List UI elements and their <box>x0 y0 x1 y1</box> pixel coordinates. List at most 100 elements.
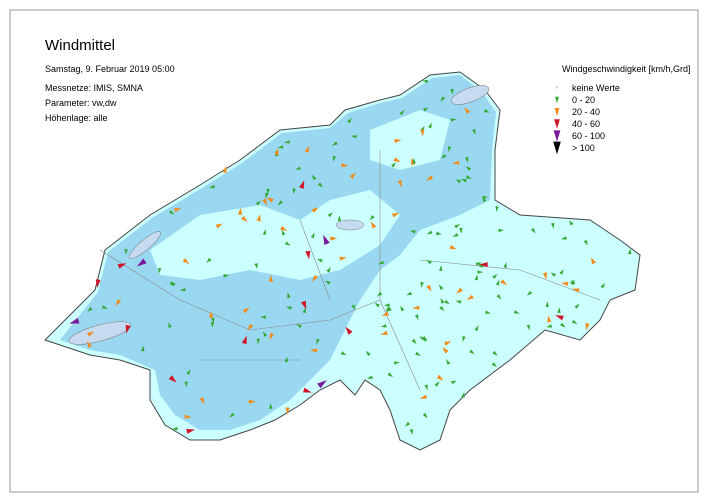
wind-arrow <box>465 175 472 179</box>
wind-arrow <box>426 259 432 265</box>
wind-arrow <box>186 369 191 375</box>
wind-arrow <box>184 381 188 388</box>
legend-symbol <box>553 141 561 155</box>
legend-title: Windgeschwindigkeit [km/h,Grd] <box>562 64 691 74</box>
wind-arrow <box>158 268 162 274</box>
wind-arrow <box>422 412 428 419</box>
wind-arrow <box>366 375 373 379</box>
wind-arrow <box>450 118 457 122</box>
lake <box>129 231 161 259</box>
wind-arrow <box>87 331 95 337</box>
wind-arrow <box>381 311 389 317</box>
wind-arrow <box>513 310 520 314</box>
wind-arrow <box>465 166 472 171</box>
wind-arrow <box>394 361 400 365</box>
wind-arrow <box>428 122 432 129</box>
wind-arrow <box>332 155 337 162</box>
wind-arrow <box>317 182 323 188</box>
wind-arrow <box>393 157 401 163</box>
wind-arrow <box>184 414 192 419</box>
wind-arrow <box>420 282 424 288</box>
wind-arrow <box>310 348 318 353</box>
wind-arrow <box>439 305 445 312</box>
wind-arrow <box>256 214 261 222</box>
wind-arrow <box>415 351 421 356</box>
wind-arrow <box>543 272 548 280</box>
wind-arrow <box>254 263 258 269</box>
wind-arrow <box>412 305 420 310</box>
wind-arrow <box>546 324 552 328</box>
wind-arrow <box>404 421 411 427</box>
legend-symbol <box>554 119 560 129</box>
wind-arrow <box>215 223 223 229</box>
wind-arrow <box>182 258 190 265</box>
wind-arrow <box>69 317 80 324</box>
wind-arrow <box>472 129 476 135</box>
wind-arrow <box>583 239 588 246</box>
wind-arrow <box>301 300 307 310</box>
wind-arrow <box>387 372 393 378</box>
wind-arrow <box>268 274 273 282</box>
legend-label: keine Werte <box>572 83 620 93</box>
wind-arrow <box>422 79 428 84</box>
meta-line: Höhenlage: alle <box>45 113 108 123</box>
wind-arrow <box>345 326 353 335</box>
wind-arrow <box>266 197 274 203</box>
wind-arrow <box>434 381 440 387</box>
wind-arrow <box>574 303 580 309</box>
wind-arrow <box>444 341 452 346</box>
wind-arrow <box>377 291 383 297</box>
wind-arrow <box>460 178 467 183</box>
legend-label: 40 - 60 <box>572 119 600 129</box>
wind-arrow <box>274 147 279 156</box>
wind-arrow <box>374 302 380 308</box>
title: Windmittel <box>45 37 115 54</box>
wind-arrow <box>550 272 556 277</box>
wind-arrow <box>229 412 235 418</box>
date: Samstag, 9. Februar 2019 05:00 <box>45 64 175 74</box>
wind-arrow <box>545 301 549 307</box>
wind-arrow <box>317 380 327 389</box>
wind-arrow <box>324 280 331 285</box>
wind-arrow <box>439 265 443 271</box>
wind-arrow <box>498 229 505 233</box>
wind-arrow <box>526 324 530 331</box>
wind-arrow <box>424 384 428 391</box>
wind-arrow <box>303 387 312 393</box>
wind-arrow <box>269 403 273 409</box>
wind-arrow <box>294 166 301 170</box>
wind-arrow <box>449 244 457 250</box>
wind-arrow <box>287 292 291 299</box>
wind-arrow <box>206 257 212 263</box>
legend-symbol <box>554 108 560 116</box>
wind-arrow <box>117 263 127 269</box>
wind-arrow <box>561 281 569 286</box>
wind-arrow <box>380 324 387 328</box>
wind-arrow <box>500 279 508 286</box>
wind-arrow <box>450 88 454 95</box>
wind-arrow <box>170 281 176 287</box>
wind-arrow <box>391 162 396 168</box>
wind-arrow <box>585 323 590 331</box>
wind-arrow <box>210 322 214 328</box>
wind-arrow <box>492 350 498 356</box>
wind-arrow <box>311 174 317 181</box>
wind-arrow <box>241 335 247 345</box>
wind-arrow <box>222 165 227 174</box>
wind-arrow <box>168 322 172 328</box>
lake <box>68 321 132 345</box>
wind-arrow <box>409 230 416 234</box>
wind-arrow <box>477 270 484 274</box>
lake <box>450 85 490 105</box>
switzerland <box>44 71 641 451</box>
wind-arrow <box>475 262 482 266</box>
wind-arrow <box>557 307 561 313</box>
wind-arrow <box>326 267 331 273</box>
wind-arrow <box>310 232 315 239</box>
wind-arrow <box>349 172 356 179</box>
wind-arrow <box>426 230 433 235</box>
wind-arrow <box>238 207 243 215</box>
wind-arrow <box>392 212 400 218</box>
wind-arrow <box>436 374 444 381</box>
wind-arrow <box>347 118 352 124</box>
